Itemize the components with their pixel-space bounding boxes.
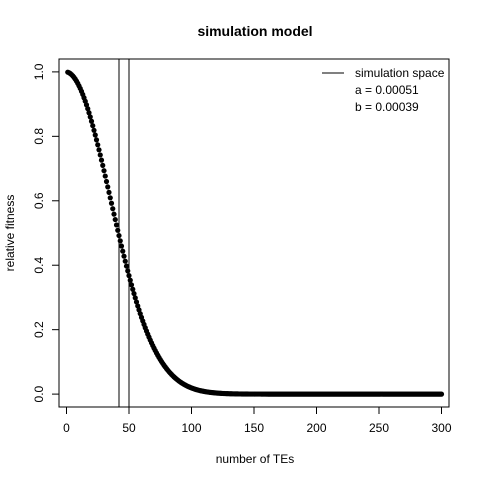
data-point (114, 222, 119, 227)
y-axis-ticks: 0.0 0.2 0.4 0.6 0.8 1.0 (32, 63, 59, 402)
data-point (120, 249, 125, 254)
legend-entry-a: a = 0.00051 (355, 83, 419, 97)
data-point (103, 173, 108, 178)
data-point (125, 268, 130, 273)
x-tick-label: 100 (181, 421, 201, 435)
data-point (96, 147, 101, 152)
reference-lines (119, 59, 129, 407)
data-point (121, 254, 126, 259)
data-points (65, 70, 444, 397)
data-point (126, 273, 131, 278)
data-point (99, 158, 104, 163)
data-point (91, 128, 96, 133)
data-point (439, 392, 444, 397)
data-point (113, 217, 118, 222)
data-point (93, 132, 98, 137)
data-point (128, 278, 133, 283)
data-point (110, 206, 115, 211)
data-point (119, 243, 124, 248)
data-point (123, 259, 128, 264)
y-tick-label: 1.0 (32, 63, 46, 80)
x-tick-label: 200 (306, 421, 326, 435)
legend-entry-series: simulation space (355, 66, 445, 80)
data-point (129, 282, 134, 287)
x-tick-label: 0 (63, 421, 70, 435)
y-axis-label: relative fitness (3, 195, 17, 272)
y-tick-label: 0.6 (32, 192, 46, 209)
y-tick-label: 0.4 (32, 257, 46, 274)
data-point (104, 179, 109, 184)
y-tick-label: 0.2 (32, 321, 46, 338)
data-point (105, 184, 110, 189)
data-point (118, 238, 123, 243)
data-point (98, 152, 103, 157)
data-point (116, 233, 121, 238)
data-point (90, 123, 95, 128)
data-point (106, 190, 111, 195)
x-tick-label: 250 (369, 421, 389, 435)
x-axis-label: number of TEs (216, 452, 294, 466)
data-point (109, 201, 114, 206)
data-point (100, 163, 105, 168)
chart-title: simulation model (197, 23, 312, 39)
legend-entry-b: b = 0.00039 (355, 100, 419, 114)
data-point (115, 228, 120, 233)
data-point (111, 212, 116, 217)
y-tick-label: 0.8 (32, 128, 46, 145)
x-tick-label: 300 (431, 421, 451, 435)
data-point (94, 137, 99, 142)
legend: simulation space a = 0.00051 b = 0.00039 (322, 66, 445, 114)
data-point (89, 119, 94, 124)
x-tick-label: 50 (122, 421, 136, 435)
x-axis-ticks: 0 50 100 150 200 250 300 (63, 407, 452, 435)
data-point (101, 168, 106, 173)
x-tick-label: 150 (244, 421, 264, 435)
y-tick-label: 0.0 (32, 385, 46, 402)
data-point (108, 195, 113, 200)
data-point (95, 142, 100, 147)
data-point (124, 263, 129, 268)
